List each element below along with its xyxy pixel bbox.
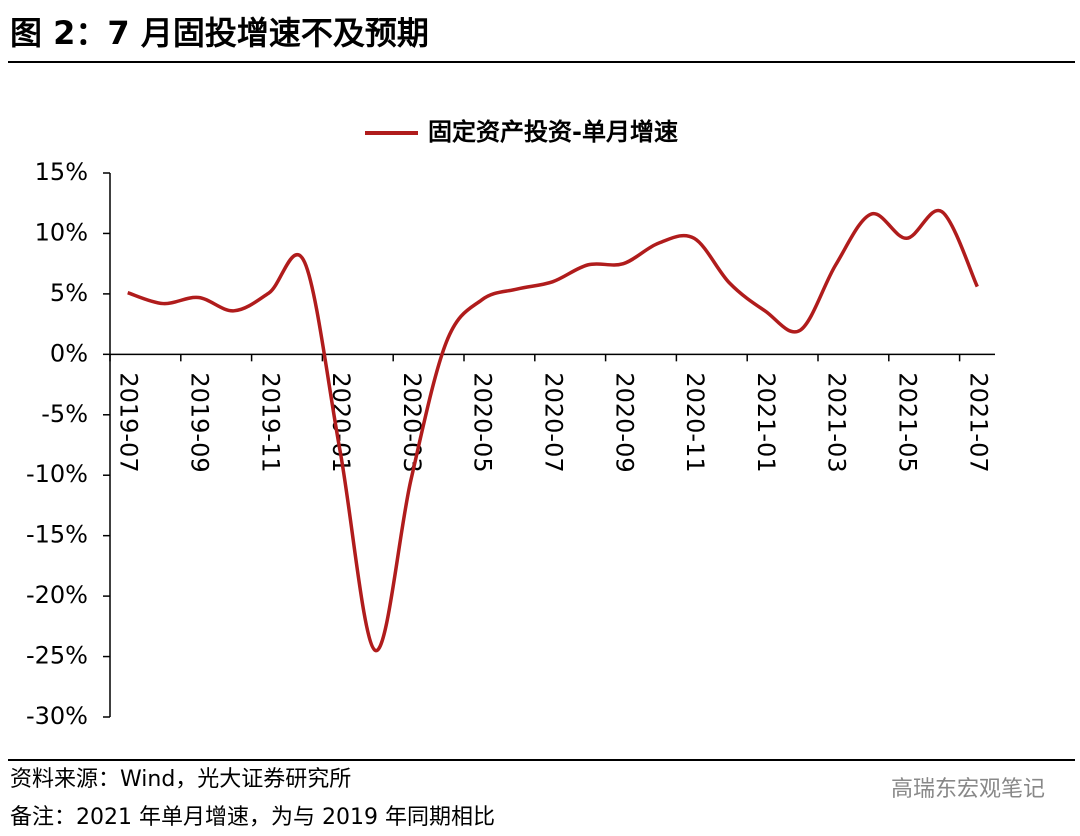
note: 备注：2021 年单月增速，为与 2019 年同期相比 [10,805,495,830]
x-tick-label: 2021-05 [894,372,922,472]
y-tick-label: -30% [26,702,88,730]
y-tick-label: 5% [50,279,88,307]
y-tick-label: -5% [41,400,88,428]
x-tick-label: 2020-07 [540,372,568,472]
x-tick-label: 2021-03 [823,372,851,472]
y-tick-label: -20% [26,581,88,609]
x-tick-label: 2020-05 [469,372,497,472]
x-tick-label: 2020-09 [610,372,638,472]
legend-label: 固定资产投资-单月增速 [428,118,678,146]
chart-title: 图 2：7 月固投增速不及预期 [10,14,429,52]
y-tick-label: -10% [26,460,88,488]
y-tick-label: -15% [26,521,88,549]
y-tick-label: 0% [50,339,88,367]
watermark: 高瑞东宏观笔记 [891,777,1045,802]
y-tick-label: -25% [26,642,88,670]
x-tick-label: 2019-07 [115,372,143,472]
x-tick-label: 2020-03 [398,372,426,472]
x-tick-label: 2020-11 [681,372,709,472]
y-tick-label: 15% [35,158,88,186]
y-tick-label: 10% [35,218,88,246]
x-tick-label: 2019-09 [186,372,214,472]
source: 资料来源：Wind，光大证券研究所 [10,767,351,792]
x-tick-label: 2021-01 [752,372,780,472]
x-tick-label: 2021-07 [964,372,992,472]
line-series [127,208,979,653]
x-tick-label: 2019-11 [256,372,284,472]
